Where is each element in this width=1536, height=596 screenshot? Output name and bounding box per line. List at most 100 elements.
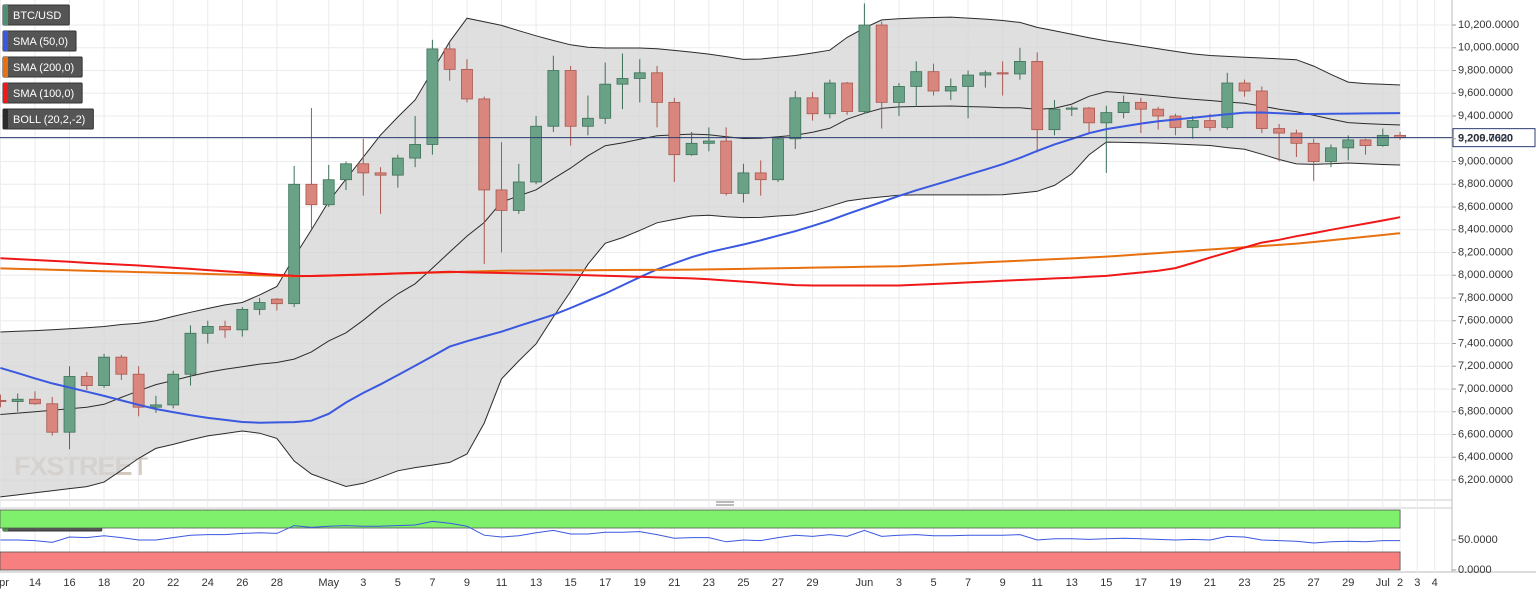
legend-label: SMA (50,0) [13, 36, 68, 48]
y-tick-label: 8,000.0000 [1458, 269, 1513, 281]
candle-body [1342, 139, 1355, 149]
candle-body [80, 376, 93, 386]
candle-body [1186, 120, 1199, 128]
candle-body [1014, 61, 1026, 75]
candle-body [512, 181, 525, 211]
candle-body [0, 399, 7, 402]
y-tick-label: 7,600.0000 [1458, 315, 1513, 327]
y-tick-label: 8,400.0000 [1458, 224, 1513, 236]
candle-body [1273, 128, 1286, 134]
candle-body [564, 70, 577, 127]
x-tick-label: 23 [1238, 577, 1250, 589]
candle-body [772, 138, 784, 181]
x-tick-label: 25 [737, 577, 749, 589]
candles [0, 3, 1406, 450]
bollinger-upper [0, 16, 1401, 333]
candle-body [910, 71, 923, 87]
candle-body [996, 72, 1009, 75]
x-tick-label: 7 [965, 577, 971, 589]
candle-body [633, 72, 646, 79]
x-tick-label: 19 [1169, 577, 1181, 589]
candle-body [29, 398, 41, 405]
candle-body [461, 68, 473, 100]
candle-body [944, 86, 957, 92]
y-tick-label: 7,400.0000 [1458, 337, 1513, 349]
candle-body [1307, 142, 1320, 162]
y-tick-label: 6,800.0000 [1458, 406, 1513, 418]
x-tick-label: 28 [271, 577, 283, 589]
candle-body [288, 183, 301, 305]
sma-line [0, 232, 1401, 278]
y-tick-label: 8,600.0000 [1458, 201, 1513, 213]
candle-body [1204, 120, 1216, 128]
sma-line [0, 111, 1401, 424]
candle-body [875, 24, 888, 103]
x-tick-label: 17 [1135, 577, 1147, 589]
candle-body [1325, 147, 1337, 162]
candle-body [357, 163, 370, 174]
candle-body [1100, 112, 1113, 124]
candle-body [443, 48, 456, 70]
candle-body [253, 302, 266, 310]
candle-body [1048, 108, 1061, 131]
candle-body [1359, 139, 1372, 146]
candle-body [167, 373, 180, 406]
candle-body [1152, 108, 1165, 117]
x-tick-label: 24 [202, 577, 214, 589]
x-tick-label: 11 [496, 577, 507, 589]
x-tick-label: 13 [1066, 577, 1078, 589]
candle-body [1376, 134, 1389, 146]
candle-body [685, 142, 698, 156]
candle-body [1083, 107, 1095, 124]
legend-entry: SMA (200,0) [2, 56, 83, 78]
candle-body [547, 70, 560, 127]
candle-body [841, 82, 854, 112]
sma-line [0, 216, 1401, 287]
candle-body [63, 376, 76, 433]
x-tick-label: 27 [1308, 577, 1320, 589]
legend-label: SMA (100,0) [13, 88, 74, 100]
x-tick-label: 29 [806, 577, 818, 589]
y-tick-label: 9,000.0000 [1458, 155, 1513, 167]
candle-body [236, 308, 249, 331]
candle-body [1238, 82, 1251, 92]
candle-body [1221, 82, 1234, 128]
candle-body [11, 398, 24, 402]
y-tick-label: 8,200.0000 [1458, 246, 1513, 258]
candle-body [823, 82, 836, 115]
candle-body [495, 189, 508, 211]
x-tick-label: 25 [1273, 577, 1285, 589]
x-tick-label: 11 [1031, 577, 1042, 589]
y-tick-label: 6,400.0000 [1458, 451, 1513, 463]
candle-body [616, 78, 629, 85]
candle-body [789, 97, 802, 140]
candle-body [340, 163, 352, 181]
last-price-box [1452, 128, 1536, 148]
legend-entry: SMA (50,0) [2, 30, 77, 52]
legend-entry: SMA (100,0) [2, 82, 83, 104]
x-tick-label: May [318, 577, 339, 589]
x-tick-label: 2 [1397, 577, 1403, 589]
candle-body [374, 172, 387, 176]
x-tick-label: 15 [565, 577, 577, 589]
candle-body [702, 140, 715, 144]
candle-body [322, 179, 335, 206]
legend-swatch [3, 31, 8, 51]
y-tick-label: 6,600.0000 [1458, 428, 1513, 440]
rsi-y-tick-label: 0.0000 [1458, 564, 1492, 576]
x-tick-label: 3 [1414, 577, 1420, 589]
x-tick-label: 21 [1204, 577, 1216, 589]
x-tick-label: 14 [29, 577, 41, 589]
legend-label: BTC/USD [13, 10, 61, 22]
candle-body [893, 86, 905, 103]
x-tick-label: 22 [167, 577, 179, 589]
y-tick-label: 6,200.0000 [1458, 474, 1513, 486]
bollinger-lower [0, 141, 1401, 498]
x-tick-label: 29 [1342, 577, 1354, 589]
legend-swatch [3, 83, 8, 103]
rsi-line [0, 520, 1401, 544]
x-tick-label: Apr [0, 577, 9, 589]
candle-body [98, 356, 110, 386]
x-tick-label: 17 [599, 577, 611, 589]
y-tick-label: 7,200.0000 [1458, 360, 1513, 372]
